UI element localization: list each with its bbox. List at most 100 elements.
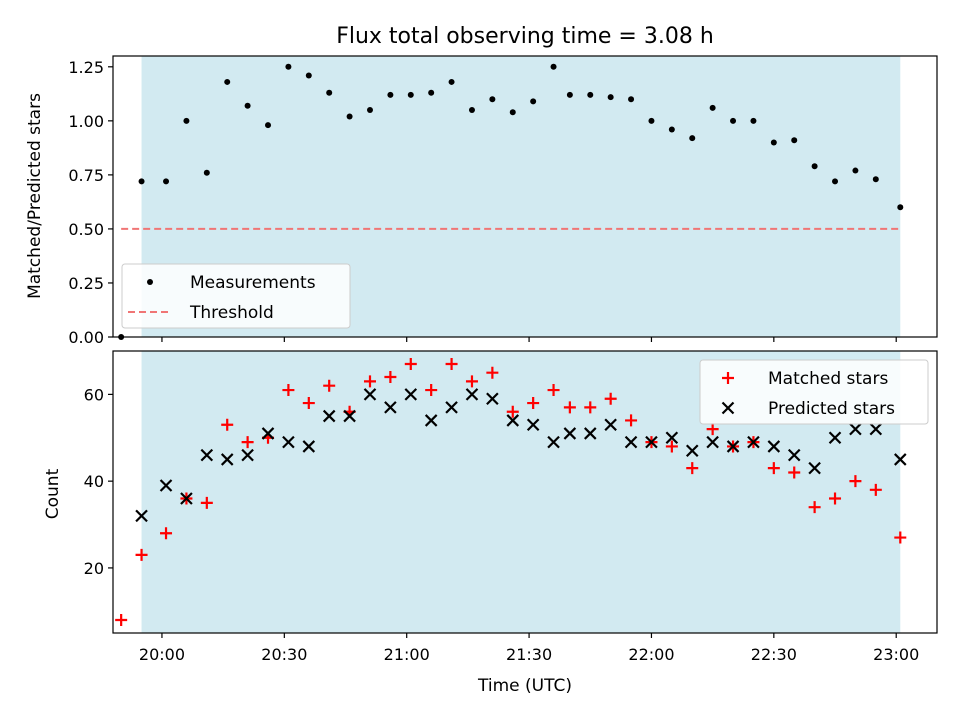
measurement-point bbox=[285, 63, 292, 70]
matched-star-point bbox=[363, 375, 376, 388]
legend-box bbox=[121, 263, 351, 329]
legend-label: Measurements bbox=[190, 273, 316, 293]
bottom-panel: 20 40 60 20:00 20:30 21:00 21:30 22:00 22:30 23:0… bbox=[84, 350, 938, 664]
measurement-point bbox=[489, 96, 496, 103]
measurement-point bbox=[852, 167, 859, 174]
x-tick-label: 21:30 bbox=[506, 645, 552, 664]
legend-x-icon bbox=[721, 401, 735, 415]
matched-star-point bbox=[849, 475, 862, 488]
measurement-point bbox=[163, 178, 170, 185]
predicted-star-point bbox=[363, 388, 377, 401]
predicted-star-point bbox=[404, 388, 418, 401]
matched-star-point bbox=[665, 440, 678, 453]
predicted-star-point bbox=[180, 492, 193, 505]
y-tick-label: 60 bbox=[84, 385, 104, 404]
matched-star-point bbox=[384, 371, 397, 384]
measurement-point bbox=[730, 117, 737, 124]
predicted-star-point bbox=[665, 431, 679, 445]
measurement-point bbox=[305, 72, 312, 79]
measurement-point bbox=[244, 102, 251, 109]
measurement-point bbox=[689, 135, 696, 142]
legend: Matched stars Predicted stars bbox=[699, 359, 929, 425]
matched-star-point bbox=[625, 414, 638, 427]
measurement-point bbox=[366, 107, 373, 114]
predicted-star-point bbox=[645, 435, 658, 449]
matched-star-point bbox=[282, 384, 295, 397]
x-axis-label: Time (UTC) bbox=[477, 676, 572, 696]
measurement-point bbox=[897, 204, 904, 211]
x-tick-label: 21:00 bbox=[384, 645, 430, 664]
legend: Measurements Threshold bbox=[121, 263, 351, 329]
x-tick-label: 20:00 bbox=[139, 645, 185, 664]
plot-frame bbox=[112, 350, 938, 634]
predicted-star-point bbox=[506, 414, 520, 427]
measurement-point bbox=[668, 126, 675, 133]
predicted-star-point bbox=[767, 440, 781, 453]
predicted-star-point bbox=[384, 401, 397, 414]
matched-star-point bbox=[808, 501, 821, 514]
matched-star-point bbox=[829, 492, 842, 505]
predicted-star-point bbox=[322, 409, 336, 423]
measurement-point bbox=[550, 63, 557, 70]
measurement-point bbox=[346, 113, 353, 120]
measurement-point bbox=[326, 89, 333, 96]
matched-star-point bbox=[506, 405, 519, 418]
predicted-star-point bbox=[808, 461, 821, 475]
measurement-point bbox=[709, 104, 716, 111]
x-tick-label: 22:30 bbox=[751, 645, 797, 664]
predicted-star-point bbox=[159, 479, 173, 492]
predicted-star-point bbox=[828, 431, 842, 445]
measurement-point bbox=[448, 78, 455, 85]
predicted-star-point bbox=[282, 435, 295, 449]
measurement-point bbox=[811, 163, 818, 170]
legend-box bbox=[699, 359, 929, 425]
y-tick-label: 0.75 bbox=[68, 166, 104, 185]
matched-star-point bbox=[767, 462, 780, 475]
predicted-star-point bbox=[220, 453, 234, 466]
matched-star-point bbox=[135, 548, 148, 561]
measurement-point bbox=[607, 94, 614, 101]
matched-star-point bbox=[445, 358, 458, 371]
legend-label: Threshold bbox=[189, 303, 274, 323]
measurement-point bbox=[509, 109, 516, 116]
measurement-point bbox=[872, 176, 879, 183]
matched-star-point bbox=[404, 358, 417, 371]
measurement-point bbox=[468, 107, 475, 114]
predicted-star-point bbox=[424, 414, 438, 427]
predicted-star-point bbox=[747, 435, 760, 449]
matched-star-point bbox=[486, 366, 499, 379]
predicted-star-point bbox=[849, 422, 862, 436]
predicted-star-point bbox=[343, 409, 356, 423]
matched-star-point bbox=[584, 401, 597, 414]
legend-dot-icon bbox=[147, 279, 153, 285]
measurement-point bbox=[183, 117, 190, 124]
legend-plus-icon bbox=[722, 372, 734, 384]
matched-star-point bbox=[465, 375, 478, 388]
predicted-star-point bbox=[583, 427, 597, 440]
predicted-star-point bbox=[200, 448, 214, 462]
matched-star-point bbox=[160, 527, 173, 540]
matched-star-point bbox=[604, 392, 617, 405]
matched-star-point bbox=[706, 423, 719, 436]
matched-star-point bbox=[241, 436, 254, 449]
measurement-point bbox=[628, 96, 635, 103]
measurement-point bbox=[203, 169, 210, 176]
predicted-star-point bbox=[685, 444, 699, 458]
predicted-star-point bbox=[302, 440, 316, 453]
matched-star-point bbox=[221, 418, 234, 431]
predicted-star-point bbox=[894, 453, 907, 466]
measurement-point bbox=[832, 178, 839, 185]
matched-star-point bbox=[788, 466, 801, 479]
matched-star-point bbox=[563, 401, 576, 414]
y-tick-label: 0.25 bbox=[68, 274, 104, 293]
matched-star-point bbox=[323, 379, 336, 392]
y-tick-label: 0.00 bbox=[68, 328, 104, 347]
matched-star-point bbox=[302, 397, 315, 410]
predicted-star-point bbox=[445, 401, 458, 414]
measurement-point bbox=[750, 117, 757, 124]
measurement-point bbox=[138, 178, 145, 185]
matched-star-point bbox=[869, 483, 882, 496]
x-tick-label: 20:30 bbox=[261, 645, 307, 664]
measurement-point bbox=[770, 139, 777, 146]
measurement-point bbox=[566, 91, 573, 98]
